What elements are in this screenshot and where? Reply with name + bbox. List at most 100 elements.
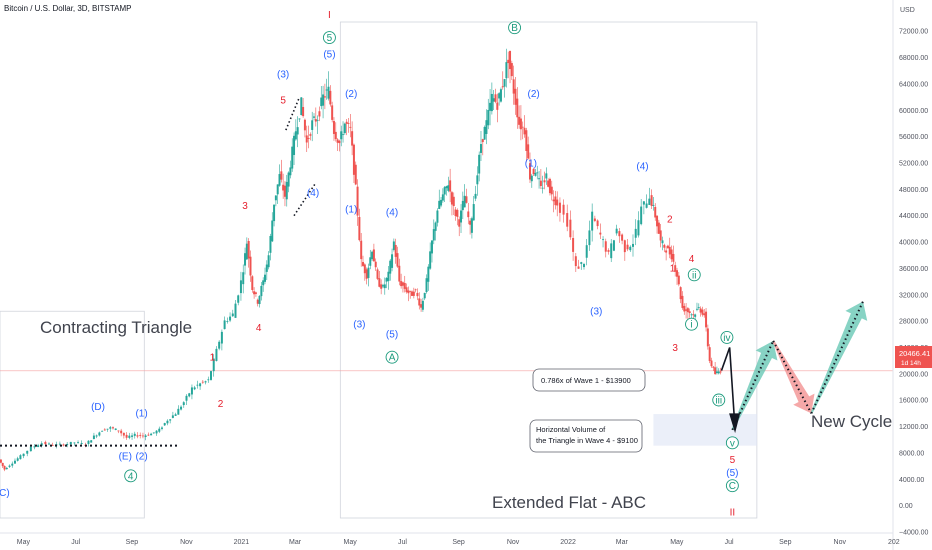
- wave-circle: [725, 436, 739, 450]
- candle-body: [3, 465, 6, 470]
- candle-body: [303, 119, 306, 131]
- candle-body: [218, 341, 221, 349]
- candle-body: [705, 311, 708, 328]
- candle-body: [387, 271, 390, 282]
- candle-body: [354, 164, 357, 185]
- projection-down-arrow: [772, 340, 815, 414]
- x-tick-label: May: [17, 539, 31, 546]
- candle-body: [371, 251, 374, 260]
- candle-body: [668, 246, 671, 255]
- callout-wave1-text: 0.786x of Wave 1 - $13900: [541, 376, 631, 385]
- candle-body: [699, 308, 702, 313]
- x-tick-label: Mar: [616, 539, 629, 546]
- candle-body: [539, 180, 542, 187]
- projection-up-arrow-2: [810, 301, 868, 414]
- candle-body: [412, 291, 415, 296]
- candle-body: [717, 371, 720, 374]
- wave-label: (C): [0, 488, 10, 499]
- y-tick-label: 48000.00: [899, 187, 928, 194]
- candle-body: [323, 96, 326, 98]
- candle-body: [300, 97, 303, 116]
- candle-body: [296, 127, 299, 135]
- candle-body: [237, 295, 240, 303]
- candle-body: [719, 371, 722, 373]
- candle-body: [479, 144, 482, 153]
- candle-body: [452, 196, 455, 207]
- candle-body: [98, 432, 101, 436]
- wave-zigzag: [720, 347, 736, 430]
- candle-body: [318, 111, 321, 117]
- wave-label: (E): [119, 452, 132, 463]
- candle-body: [543, 180, 546, 183]
- candle-body: [136, 435, 139, 437]
- candle-body: [472, 204, 475, 221]
- candle-body: [19, 455, 22, 460]
- candle-body: [545, 173, 548, 179]
- wave-label: (1): [135, 409, 147, 420]
- x-tick-label: Nov: [507, 539, 520, 546]
- flat-label: Extended Flat - ABC: [492, 493, 646, 512]
- x-tick-label: May: [670, 539, 684, 546]
- candle-body: [342, 134, 345, 136]
- candle-body: [316, 119, 319, 121]
- candle-body: [313, 116, 316, 118]
- candle-body: [16, 458, 19, 461]
- candle-body: [80, 442, 83, 444]
- candle-body: [380, 284, 383, 289]
- candle-body: [244, 253, 247, 266]
- candle-body: [423, 292, 426, 299]
- candle-body: [117, 430, 120, 432]
- wave-label: (3): [590, 307, 602, 318]
- candle-body: [652, 204, 655, 206]
- candle-body: [492, 98, 495, 102]
- candle-body: [714, 367, 717, 375]
- candle-body: [476, 175, 479, 185]
- wave-label: (4): [307, 188, 319, 199]
- wave-label: II: [730, 508, 736, 519]
- wave-label: (1): [345, 204, 357, 215]
- wave-label: 1: [670, 264, 676, 275]
- wave-label: 2: [218, 399, 224, 410]
- annotation-boxes: [0, 21, 758, 519]
- candle-body: [158, 428, 161, 432]
- candle-body: [372, 249, 375, 262]
- wave-dotted-line: [293, 182, 317, 217]
- candle-body: [29, 446, 32, 452]
- candle-body: [182, 402, 185, 406]
- candle-body: [212, 358, 215, 372]
- candle-body: [33, 446, 36, 448]
- candle-body: [245, 243, 248, 260]
- callout-volume: Horizontal Volume of the Triangle in Wav…: [529, 419, 643, 453]
- candle-body: [618, 231, 621, 237]
- candle-body: [436, 210, 439, 223]
- y-tick-label: −4000.00: [899, 530, 928, 537]
- candle-body: [547, 180, 550, 187]
- y-axis-unit: USD: [900, 7, 915, 14]
- candle-body: [591, 211, 594, 231]
- candle-body: [715, 371, 718, 373]
- candle-body: [166, 420, 169, 424]
- candle-body: [461, 200, 464, 211]
- y-tick-label: 44000.00: [899, 213, 928, 220]
- candle-body: [525, 130, 528, 151]
- candle-body: [201, 381, 204, 383]
- candle-body: [421, 300, 424, 310]
- candle-body: [438, 200, 441, 209]
- candle-body: [22, 453, 25, 457]
- candle-body: [690, 314, 693, 316]
- candle-body: [152, 432, 155, 434]
- wave-label: 2: [667, 214, 673, 225]
- wave-circle: [124, 469, 138, 483]
- candle-body: [650, 195, 653, 206]
- candle-body: [48, 443, 51, 445]
- wave-label: 4: [689, 254, 695, 265]
- x-tick-label: Nov: [180, 539, 193, 546]
- candle-body: [552, 199, 555, 202]
- price-badge-countdown: 1d 14h: [901, 360, 921, 367]
- y-tick-label: 32000.00: [899, 292, 928, 299]
- wave-label: 3: [242, 201, 248, 212]
- candle-body: [554, 196, 557, 206]
- candle-body: [447, 185, 450, 191]
- y-tick-label: 40000.00: [899, 240, 928, 247]
